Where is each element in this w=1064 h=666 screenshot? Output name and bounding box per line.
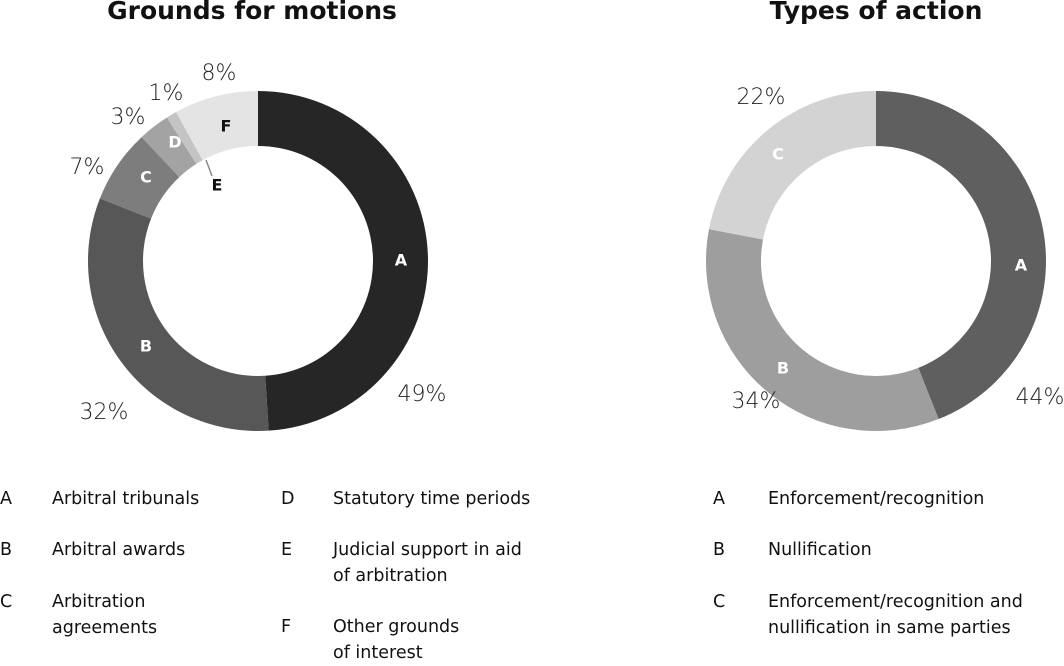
legend-label: Statutory time periods — [333, 489, 531, 509]
slice-0-b — [87, 198, 269, 431]
data-label-0-a: 49% — [398, 382, 447, 407]
slice-0-c — [99, 137, 180, 219]
slice-1-b — [705, 229, 939, 432]
legend-letter: D — [281, 489, 295, 509]
slice-letter-1-b: B — [777, 359, 789, 378]
slice-letter-0-d: D — [168, 133, 181, 152]
chart-title-grounds: Grounds for motions — [107, 0, 397, 25]
legend-label: Judicial support in aid of arbitration — [333, 540, 522, 586]
slice-letter-0-f: F — [221, 117, 232, 136]
slice-0-f — [176, 91, 258, 161]
legend-label: Enforcement/recognition and nullificatio… — [768, 592, 1023, 638]
legend-letter: A — [0, 489, 12, 509]
legend-label: Arbitration agreements — [52, 592, 158, 638]
data-label-0-d: 3% — [111, 105, 146, 130]
legend-label: Nullification — [768, 540, 872, 560]
donut-charts: A 49% B 32% C 7% D 3% E 1% F 8% A 44% B 34% C 22% — [70, 61, 1064, 432]
data-label-1-a: 44% — [1016, 385, 1064, 410]
slice-letter-0-a: A — [395, 251, 408, 270]
leader-line-0-e — [205, 159, 213, 177]
data-label-0-e: 1% — [149, 81, 184, 106]
legend-letter: B — [0, 540, 13, 560]
legend-letter: A — [713, 489, 725, 509]
data-label-1-c: 22% — [737, 85, 786, 110]
data-label-0-b: 32% — [80, 400, 129, 425]
legend-letter: F — [281, 617, 292, 637]
legend-label: Arbitral awards — [52, 540, 186, 560]
slice-0-a — [258, 91, 429, 431]
legend-letter: E — [281, 540, 293, 560]
legend-letter: C — [713, 592, 726, 612]
slice-letter-0-c: C — [140, 168, 152, 187]
chart-title-types: Types of action — [769, 0, 983, 25]
legend-letter: C — [0, 592, 13, 612]
slice-letter-0-b: B — [140, 337, 152, 356]
slice-1-c — [709, 91, 876, 240]
slice-letter-0-e: E — [212, 176, 223, 195]
slice-letter-1-c: C — [772, 145, 784, 164]
legend-label: Arbitral tribunals — [52, 489, 200, 509]
legend-label: Other grounds of interest — [333, 617, 460, 663]
slice-1-a — [876, 91, 1047, 420]
slice-0-e — [166, 112, 203, 164]
slice-letter-1-a: A — [1015, 256, 1028, 275]
slice-0-d — [141, 117, 197, 178]
legend-letter: B — [713, 540, 726, 560]
data-label-1-b: 34% — [732, 389, 781, 414]
legend-label: Enforcement/recognition — [768, 489, 985, 509]
data-label-0-f: 8% — [202, 61, 237, 86]
data-label-0-c: 7% — [70, 155, 105, 180]
